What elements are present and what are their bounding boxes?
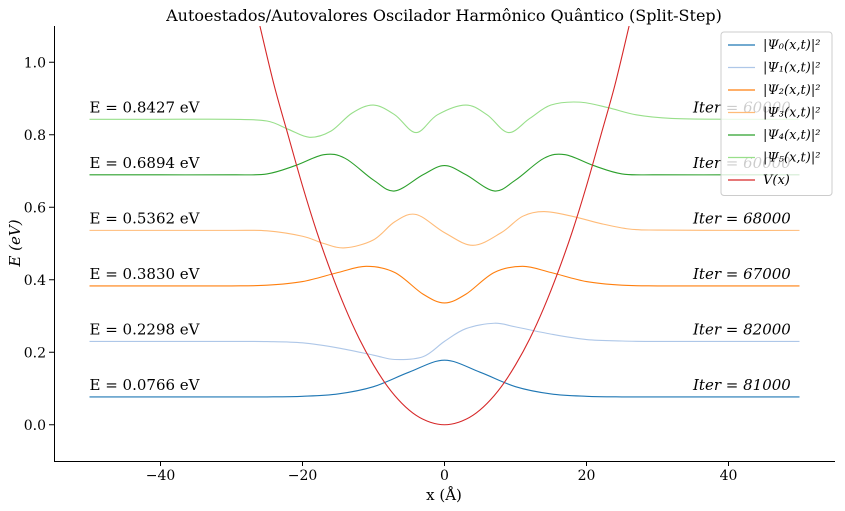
y-tick-label: 0.0 <box>24 418 46 434</box>
energy-label-2: E = 0.3830 eV <box>90 265 201 283</box>
iter-label-3: Iter = 68000 <box>692 209 791 227</box>
series-line-psi3 <box>89 211 800 249</box>
y-tick-label: 0.4 <box>24 273 46 289</box>
y-tick-label: 0.8 <box>24 128 46 144</box>
y-ticks: 0.0 0.2 0.4 0.6 0.8 1.0 <box>24 55 54 434</box>
energy-label-3: E = 0.5362 eV <box>90 209 201 227</box>
y-tick-label: 1.0 <box>24 55 46 71</box>
potential-line <box>259 26 630 426</box>
series-line-psi2 <box>89 265 800 304</box>
series-line-psi5 <box>89 101 800 138</box>
y-axis-label: E (eV) <box>6 219 24 267</box>
legend-label: |Ψ₄(x,t)|² <box>763 128 820 143</box>
iter-label-0: Iter = 81000 <box>692 376 791 394</box>
chart-title: Autoestados/Autovalores Oscilador Harmôn… <box>165 6 722 25</box>
x-ticks: −40 −20 0 20 40 <box>146 461 738 484</box>
energy-label-1: E = 0.2298 eV <box>90 320 201 338</box>
curves-layer <box>89 26 800 426</box>
legend-label: |Ψ₃(x,t)|² <box>763 106 820 121</box>
series-line-psi4 <box>89 153 800 192</box>
legend-label: |Ψ₂(x,t)|² <box>763 83 820 98</box>
series-line-psi1 <box>89 322 800 361</box>
x-tick-label: 40 <box>720 468 738 484</box>
iter-label-2: Iter = 67000 <box>692 265 791 283</box>
x-axis-label: x (Å) <box>426 486 462 504</box>
legend-label: V(x) <box>763 173 790 188</box>
series-line-psi0 <box>89 359 800 398</box>
energy-label-5: E = 0.8427 eV <box>90 98 201 116</box>
legend: |Ψ₀(x,t)|² |Ψ₁(x,t)|² |Ψ₂(x,t)|² |Ψ₃(x,t)|²… <box>720 31 833 196</box>
x-tick-label: 20 <box>578 468 596 484</box>
y-tick-label: 0.6 <box>24 200 46 216</box>
legend-label: |Ψ₀(x,t)|² <box>763 38 820 53</box>
legend-box <box>720 31 833 196</box>
x-tick-label: 0 <box>440 468 449 484</box>
legend-label: |Ψ₅(x,t)|² <box>763 151 820 166</box>
x-tick-label: −40 <box>146 468 176 484</box>
x-tick-label: −20 <box>288 468 318 484</box>
iter-label-1: Iter = 82000 <box>692 320 791 338</box>
legend-label: |Ψ₁(x,t)|² <box>763 61 820 76</box>
energy-label-4: E = 0.6894 eV <box>90 154 201 172</box>
annotations-layer: E = 0.0766 eV Iter = 81000 E = 0.2298 eV It… <box>90 98 792 394</box>
energy-label-0: E = 0.0766 eV <box>90 376 201 394</box>
y-tick-label: 0.2 <box>24 345 46 361</box>
